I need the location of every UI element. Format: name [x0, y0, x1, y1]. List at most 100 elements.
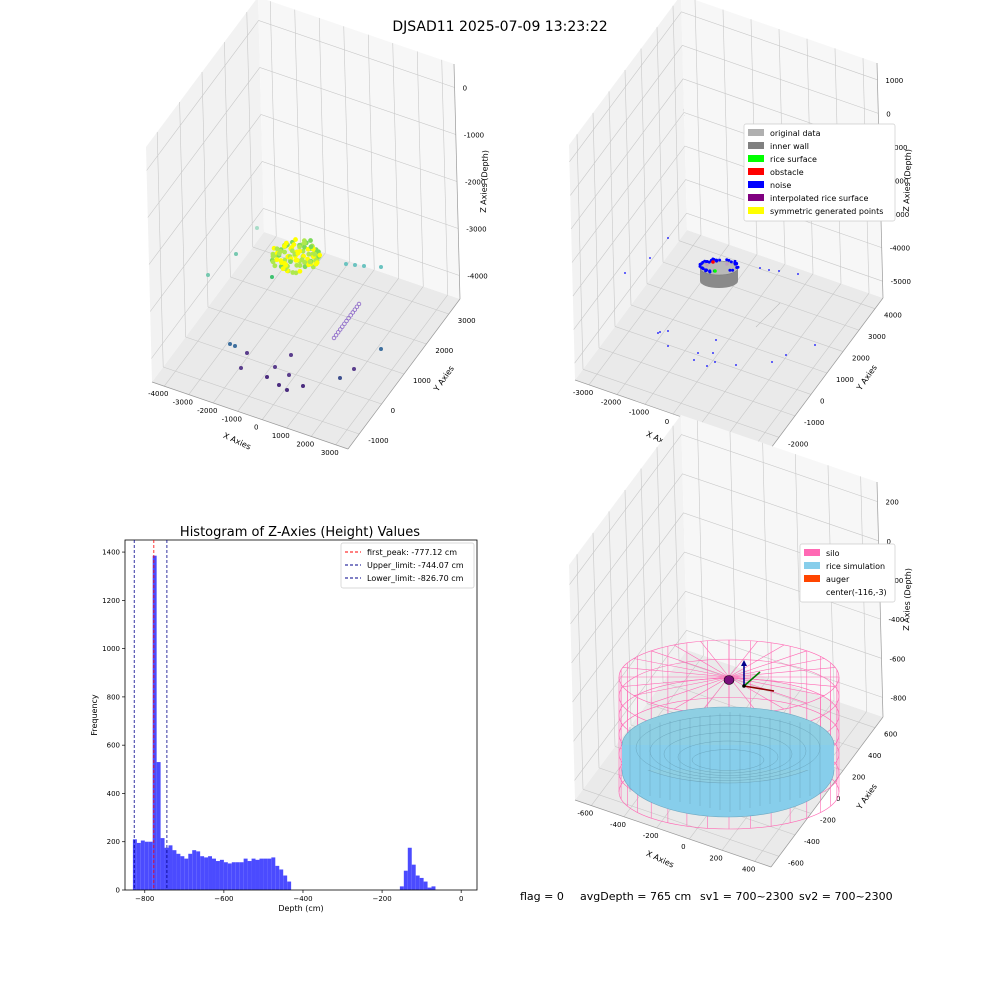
data-point — [297, 268, 303, 274]
data-point — [312, 251, 317, 257]
data-point — [350, 310, 355, 315]
data-point — [278, 248, 283, 254]
data-point — [338, 327, 343, 332]
data-point — [302, 240, 308, 246]
y-tick-label: -1000 — [368, 437, 388, 445]
y-tick-label: 1000 — [836, 376, 854, 384]
data-point — [317, 252, 323, 258]
data-point — [302, 264, 308, 270]
data-point — [206, 273, 210, 277]
noise-point — [693, 359, 695, 361]
z-tick-label: -1000 — [887, 144, 907, 152]
data-point — [289, 248, 295, 254]
inner-wall — [699, 260, 739, 276]
histogram-bar — [208, 856, 213, 890]
x-tick-label: -600 — [577, 810, 593, 818]
data-point — [279, 260, 285, 266]
z-tick-label: -3000 — [466, 226, 486, 234]
data-point — [379, 265, 383, 269]
data-point — [282, 243, 287, 249]
histogram-bar — [243, 858, 248, 890]
silo-roof-line — [700, 641, 730, 678]
gridline — [598, 347, 796, 417]
gridline — [574, 630, 883, 781]
legend-label: symmetric generated points — [770, 207, 883, 216]
histogram-bar — [427, 887, 432, 890]
footer-avg-depth: avgDepth = 765 cm — [580, 890, 691, 903]
z-tick-label: -3000 — [889, 211, 909, 219]
z-tick-label: 0 — [886, 110, 890, 118]
silo-roof-line — [633, 676, 730, 696]
noise-point — [797, 273, 799, 275]
x-tick-label: 0 — [459, 895, 463, 903]
footer-flag: flag = 0 — [520, 890, 564, 903]
gridline — [656, 447, 664, 683]
noise-point — [704, 268, 708, 272]
y-tick-label: 400 — [868, 752, 881, 760]
gridline — [163, 366, 360, 435]
data-point — [379, 347, 383, 351]
x-tick-label: 200 — [709, 854, 722, 862]
classified-point — [705, 263, 709, 267]
gridline — [697, 420, 704, 656]
y-tick-label: -600 — [788, 859, 804, 867]
histogram-bar — [184, 858, 189, 890]
histogram-bar — [251, 858, 256, 890]
data-point — [280, 266, 286, 272]
histogram-bar — [148, 841, 153, 890]
silo-roof-line — [728, 658, 825, 678]
x-tick-label: 2000 — [296, 440, 314, 448]
legend-label: silo — [826, 549, 840, 558]
noise-point — [814, 344, 816, 346]
y-tick-label: 1400 — [102, 549, 120, 557]
z-tick-label: -2000 — [465, 179, 485, 187]
legend-label: auger — [826, 575, 850, 584]
y-axis-label: Y Axies — [854, 782, 879, 812]
z-tick-label: 0 — [463, 85, 467, 93]
histogram-bar — [204, 857, 209, 890]
data-point — [302, 244, 307, 250]
auger — [723, 675, 735, 685]
legend — [340, 542, 475, 589]
panel-histogram: Histogram of Z-Axies (Height) Values −800… — [90, 525, 478, 913]
data-point — [295, 250, 301, 256]
y-tick-label: 0 — [820, 397, 824, 405]
histogram-bar — [196, 851, 201, 890]
noise-point — [657, 332, 659, 334]
gridline — [608, 511, 616, 747]
z-tick-label: 1000 — [885, 77, 903, 85]
noise-point — [768, 269, 770, 271]
x-axis-line — [151, 381, 349, 450]
data-point — [228, 342, 232, 346]
data-point — [274, 257, 280, 263]
gridline — [570, 45, 879, 196]
z-tick-label: -800 — [891, 694, 907, 702]
silo-roof-line — [728, 676, 836, 687]
silo-roof-line — [728, 641, 758, 678]
histogram-bar — [263, 858, 268, 890]
silo-roof-line — [651, 676, 730, 704]
y-tick-label: -2000 — [788, 440, 808, 448]
z-axis-line — [453, 63, 461, 300]
data-point — [301, 384, 305, 388]
legend-label: Lower_limit: -826.70 cm — [367, 574, 464, 583]
histogram-bar — [188, 853, 193, 890]
silo-roof-line — [728, 676, 785, 710]
data-point — [331, 335, 337, 341]
legend-swatch — [804, 549, 820, 556]
data-point — [274, 246, 280, 252]
x-tick-label: −600 — [214, 895, 233, 903]
z-axis-label: Z Axies (Depth) — [902, 149, 913, 212]
noise-point — [701, 267, 705, 271]
noise-point — [778, 270, 780, 272]
gridline — [574, 212, 883, 364]
noise-point — [785, 354, 787, 356]
gridline — [573, 179, 882, 330]
histogram-bar — [176, 853, 181, 890]
panel-classify: 3D classify of Silo Interior-3000-2000-1… — [569, 0, 913, 455]
histogram-bar — [152, 555, 157, 890]
noise-point — [759, 267, 761, 269]
histogram-bar — [172, 850, 177, 890]
histogram-bar — [200, 856, 205, 890]
